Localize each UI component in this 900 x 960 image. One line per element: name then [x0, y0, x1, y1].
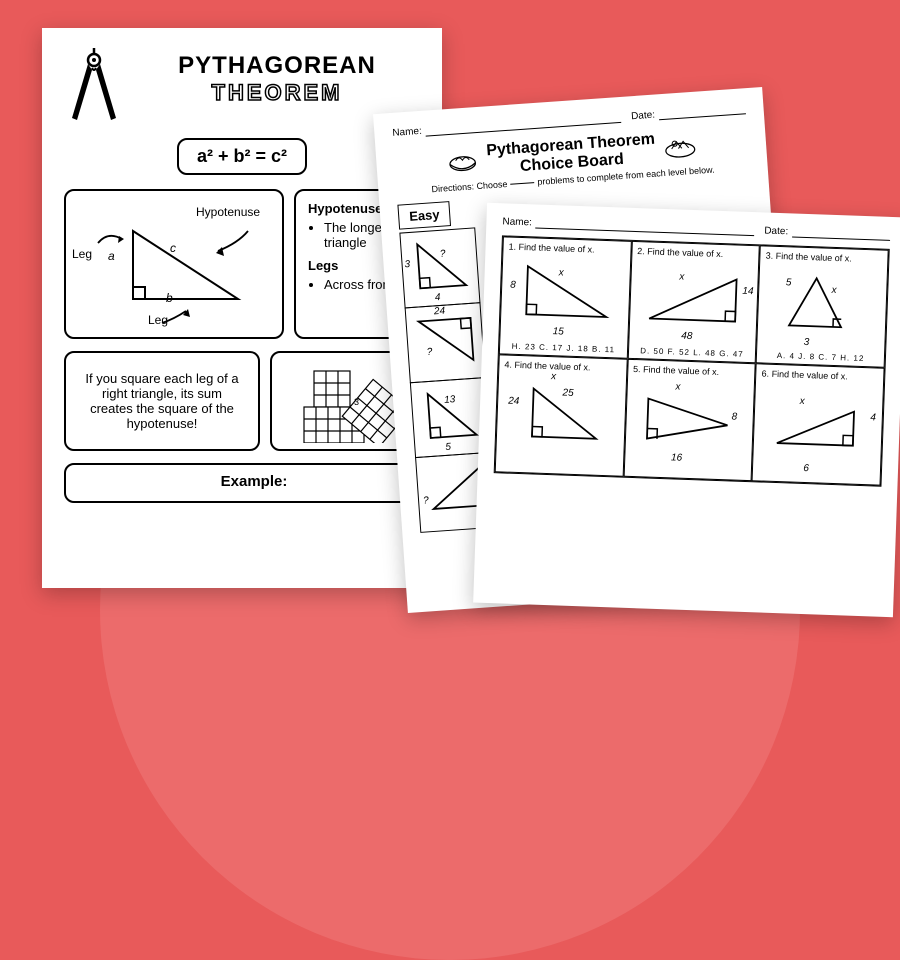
square-note-text: If you square each leg of a right triang…	[82, 371, 242, 431]
triangle-icon	[506, 254, 624, 332]
problems-grid: 1. Find the value of x. 8 15 x H. 23 C. …	[494, 235, 890, 486]
label-c: c	[170, 241, 176, 255]
date-label: Date:	[631, 110, 656, 123]
svg-text:3: 3	[354, 397, 359, 407]
problem-1: 1. Find the value of x. 8 15 x H. 23 C. …	[499, 236, 632, 358]
title-line-2: THEOREM	[134, 80, 420, 106]
compass-icon	[64, 46, 124, 126]
problem-4: 4. Find the value of x. 24 25 x	[495, 354, 628, 476]
date-label-3: Date:	[764, 225, 788, 237]
label-hypotenuse: Hypotenuse	[196, 205, 260, 219]
date-line	[659, 102, 746, 120]
triangle-icon	[502, 371, 620, 449]
easy-cell-2: 24 ?	[405, 302, 486, 383]
triangle-icon	[405, 233, 477, 300]
problem-6: 6. Find the value of x. 6 4 x	[752, 363, 885, 485]
example-panel: Example:	[64, 463, 444, 503]
formula-box: a² + b² = c²	[177, 138, 307, 175]
problem-3: 3. Find the value of x. 5 3 x A. 4 J. 8 …	[756, 245, 889, 367]
name-label-3: Name:	[502, 216, 532, 228]
square-note-panel: If you square each leg of a right triang…	[64, 351, 260, 451]
label-a: a	[108, 249, 115, 263]
triangle-diagram-panel: a b c Leg Leg Hypotenuse	[64, 189, 284, 339]
level-easy: Easy	[397, 201, 451, 230]
problem-2: 2. Find the value of x. 14 48 x D. 50 F.…	[627, 241, 760, 363]
label-b: b	[166, 291, 173, 305]
label-leg-bottom: Leg	[148, 313, 168, 327]
triangle-icon	[759, 380, 877, 458]
triangle-icon	[415, 382, 487, 449]
example-label: Example:	[221, 473, 288, 490]
title-line-1: PYTHAGOREAN	[134, 52, 420, 80]
directions-blank	[510, 182, 534, 185]
reference-sheet: PYTHAGOREAN THEOREM a² + b² = c² a b c L…	[42, 28, 442, 588]
triangle-icon	[630, 376, 748, 454]
problems-sheet: Name: Date: 1. Find the value of x. 8 15…	[473, 203, 900, 617]
page-title: PYTHAGOREAN THEOREM	[134, 52, 420, 106]
triangle-icon	[634, 258, 752, 336]
triangle-icon	[763, 263, 881, 341]
right-triangle-icon	[78, 201, 278, 331]
problem-5: 5. Find the value of x. 16 8 x	[623, 359, 756, 481]
triangle-icon	[410, 307, 482, 374]
bowl-icon	[444, 147, 480, 175]
label-leg-left: Leg	[72, 247, 92, 261]
easy-cell-1: 3 4 ?	[399, 227, 480, 308]
name-label: Name:	[392, 126, 422, 139]
plate-icon	[663, 132, 699, 160]
